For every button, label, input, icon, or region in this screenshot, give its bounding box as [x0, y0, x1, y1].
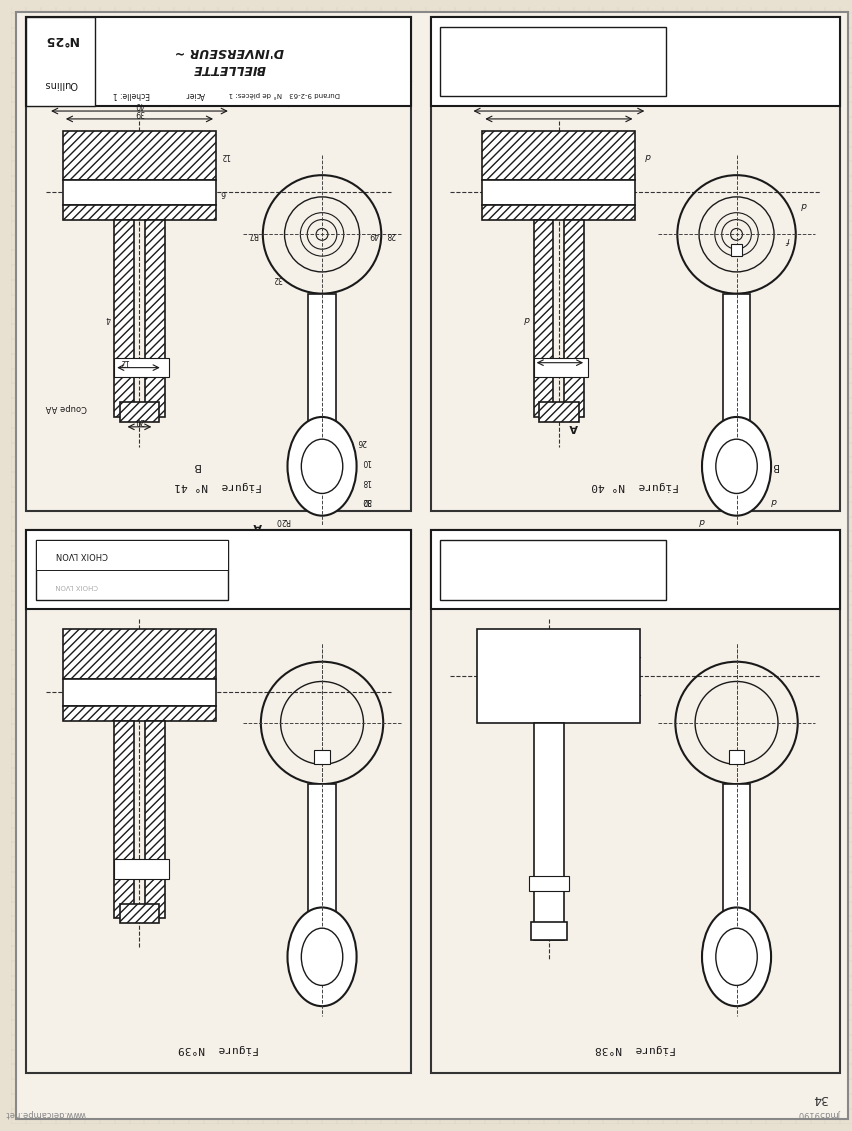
- Bar: [26, 17, 411, 511]
- Text: 82: 82: [361, 497, 371, 506]
- Text: 39: 39: [135, 107, 144, 116]
- Bar: [114, 357, 169, 378]
- Ellipse shape: [301, 439, 343, 493]
- Bar: [308, 294, 336, 422]
- Bar: [308, 784, 336, 913]
- Bar: [482, 205, 635, 219]
- Text: Figure  N°39: Figure N°39: [178, 1044, 259, 1054]
- Text: 32: 32: [273, 275, 282, 283]
- Bar: [440, 541, 665, 599]
- Bar: [430, 530, 839, 610]
- Text: d: d: [644, 150, 650, 159]
- Ellipse shape: [301, 929, 343, 985]
- Bar: [430, 17, 839, 106]
- Bar: [36, 541, 228, 570]
- Ellipse shape: [701, 907, 770, 1007]
- Text: D'INVERSEUR ~: D'INVERSEUR ~: [175, 45, 284, 59]
- Text: N° de pièces: 1: N° de pièces: 1: [228, 90, 281, 97]
- Bar: [722, 294, 750, 422]
- Text: jmd59190: jmd59190: [798, 1110, 841, 1119]
- Text: 10: 10: [361, 457, 371, 466]
- Text: 40: 40: [135, 100, 144, 109]
- Text: B: B: [193, 461, 199, 472]
- Bar: [314, 750, 330, 765]
- Text: 26: 26: [356, 438, 366, 446]
- Bar: [114, 219, 134, 417]
- Bar: [430, 17, 839, 511]
- Bar: [730, 244, 741, 256]
- Text: Figure  N° 40: Figure N° 40: [590, 481, 678, 491]
- Text: d: d: [770, 497, 776, 506]
- Bar: [145, 219, 164, 417]
- Bar: [119, 403, 159, 422]
- Text: 4: 4: [106, 313, 110, 322]
- Ellipse shape: [701, 417, 770, 516]
- Bar: [36, 541, 228, 599]
- Text: d: d: [523, 313, 529, 322]
- Text: d: d: [800, 200, 805, 209]
- Text: 28: 28: [386, 230, 395, 239]
- Text: 34: 34: [812, 1093, 827, 1105]
- Bar: [26, 530, 411, 1073]
- Bar: [26, 17, 95, 106]
- Ellipse shape: [715, 929, 757, 985]
- Bar: [63, 205, 216, 219]
- Text: 18: 18: [361, 476, 371, 485]
- Text: B: B: [770, 461, 777, 472]
- Bar: [26, 530, 411, 610]
- Bar: [538, 403, 578, 422]
- Ellipse shape: [287, 907, 356, 1007]
- Bar: [529, 875, 568, 891]
- Bar: [533, 723, 563, 940]
- Text: d: d: [699, 516, 704, 525]
- Text: R7: R7: [247, 230, 257, 239]
- Bar: [533, 219, 553, 417]
- Bar: [533, 357, 587, 378]
- Text: Figure  N° 41: Figure N° 41: [175, 481, 262, 491]
- Bar: [114, 720, 134, 918]
- Text: 20: 20: [135, 416, 144, 425]
- Bar: [63, 180, 216, 205]
- Ellipse shape: [715, 439, 757, 493]
- Bar: [477, 629, 640, 723]
- Text: Coupe AA: Coupe AA: [46, 403, 87, 412]
- Bar: [145, 720, 164, 918]
- Text: www.delcampe.net: www.delcampe.net: [5, 1110, 86, 1119]
- Bar: [63, 706, 216, 720]
- Text: A: A: [569, 422, 578, 432]
- Text: Durand 9-2-63: Durand 9-2-63: [288, 92, 339, 97]
- Text: A: A: [253, 520, 262, 530]
- Text: R20: R20: [274, 516, 290, 525]
- Text: 30: 30: [361, 497, 371, 506]
- Text: Acier: Acier: [186, 89, 205, 98]
- Bar: [63, 131, 216, 180]
- Text: 12: 12: [120, 356, 130, 365]
- Bar: [722, 784, 750, 913]
- Text: N°25: N°25: [43, 33, 78, 46]
- Bar: [728, 750, 744, 765]
- Bar: [430, 530, 839, 1073]
- Text: 12: 12: [221, 150, 230, 159]
- Bar: [440, 27, 665, 96]
- Bar: [119, 904, 159, 923]
- Text: BIELLETTE: BIELLETTE: [193, 62, 266, 75]
- Text: 49: 49: [368, 230, 377, 239]
- Text: 6: 6: [221, 188, 226, 197]
- Ellipse shape: [287, 417, 356, 516]
- Text: Oullins: Oullins: [43, 79, 78, 89]
- Bar: [63, 679, 216, 706]
- Bar: [482, 180, 635, 205]
- Bar: [26, 17, 411, 106]
- Text: CHOIX LVON: CHOIX LVON: [55, 582, 98, 589]
- Text: Figure  N°38: Figure N°38: [594, 1044, 675, 1054]
- Text: Echelle: 1: Echelle: 1: [112, 89, 150, 98]
- Text: CHOIX LVON: CHOIX LVON: [55, 550, 107, 559]
- Text: f: f: [785, 235, 788, 244]
- Bar: [564, 219, 584, 417]
- Bar: [114, 860, 169, 879]
- Bar: [482, 131, 635, 180]
- Bar: [531, 922, 566, 940]
- Bar: [63, 629, 216, 679]
